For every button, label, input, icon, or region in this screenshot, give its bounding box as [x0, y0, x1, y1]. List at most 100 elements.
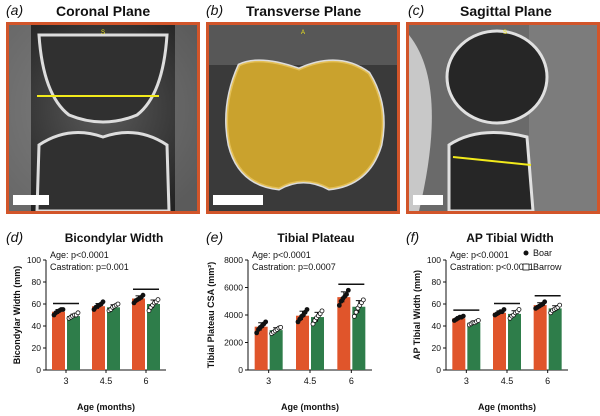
x-tick-label: 4.5: [304, 376, 317, 386]
x-tick-label: 3: [464, 376, 469, 386]
legend-label: Barrow: [533, 262, 562, 272]
panel-a-letter: (a): [6, 2, 24, 18]
panel-c-letter: (c): [408, 2, 425, 18]
y-tick-label: 0: [36, 365, 41, 375]
bar-boar: [452, 318, 466, 370]
bar-boar: [132, 298, 145, 370]
y-tick-label: 20: [32, 343, 42, 353]
data-point-barrow: [75, 310, 81, 316]
bar-barrow: [269, 330, 283, 370]
data-point-boar: [100, 299, 106, 305]
transverse-mri-image: A: [206, 22, 400, 214]
data-point-barrow: [557, 302, 563, 308]
y-tick-label: 40: [32, 321, 42, 331]
bar-barrow: [311, 317, 324, 370]
stats-text: Age: p<0.0001: [450, 250, 509, 260]
tibial-plateau-overlay: [226, 60, 384, 190]
y-tick-label: 0: [436, 365, 441, 375]
bar-boar: [337, 297, 351, 370]
data-point-barrow: [353, 309, 359, 315]
scale-bar: [213, 195, 263, 205]
stats-text: Age: p<0.0001: [50, 250, 109, 260]
x-tick-label: 6: [143, 376, 148, 386]
bar-boar: [533, 305, 547, 370]
y-tick-label: 0: [238, 365, 243, 375]
data-point-barrow: [475, 318, 481, 323]
orientation-marker: S: [101, 30, 105, 36]
x-axis-label: Age (months): [77, 402, 135, 412]
legend-marker-barrow: [522, 263, 530, 271]
bar-boar: [296, 315, 309, 370]
y-tick-label: 2000: [224, 338, 243, 348]
y-tick-label: 6000: [224, 283, 243, 293]
bar-barrow: [508, 313, 521, 370]
sagittal-mri-image: S: [406, 22, 600, 214]
y-tick-label: 100: [427, 255, 441, 265]
x-axis-label: Age (months): [281, 402, 339, 412]
bar-barrow: [352, 306, 366, 370]
data-point-boar: [345, 287, 351, 293]
y-tick-label: 80: [32, 277, 42, 287]
chart-letter: (e): [206, 229, 223, 245]
bar-boar: [254, 326, 268, 370]
data-point-boar: [542, 299, 548, 305]
orientation-marker: A: [301, 30, 305, 36]
data-point-boar: [304, 307, 310, 312]
chart-letter: (d): [6, 229, 23, 245]
bar-barrow: [548, 308, 562, 370]
x-tick-label: 6: [545, 376, 550, 386]
stats-text: Castration: p<0.0001: [450, 262, 534, 272]
y-tick-label: 40: [432, 321, 442, 331]
y-tick-label: 100: [27, 255, 41, 265]
data-point-boar: [501, 307, 507, 312]
scale-bar: [13, 195, 49, 205]
panel-b-title: Transverse Plane: [246, 3, 362, 19]
y-tick-label: 8000: [224, 255, 243, 265]
y-tick-label: 60: [432, 299, 442, 309]
x-tick-label: 4.5: [501, 376, 514, 386]
data-point-boar: [140, 292, 146, 298]
x-tick-label: 4.5: [100, 376, 113, 386]
data-point-barrow: [155, 297, 161, 302]
bar-barrow: [67, 316, 80, 370]
chart-title: AP Tibial Width: [466, 231, 553, 245]
chart-letter: (f): [406, 229, 419, 245]
legend-label: Boar: [533, 248, 552, 258]
panel-b-letter: (b): [206, 2, 224, 18]
x-tick-label: 6: [349, 376, 354, 386]
data-point-barrow: [319, 308, 325, 314]
stats-text: Age: p<0.0001: [252, 250, 311, 260]
data-point-barrow: [278, 324, 284, 330]
x-tick-label: 3: [63, 376, 68, 386]
bar-boar: [92, 306, 105, 370]
coronal-mri-image: S: [6, 22, 200, 214]
y-axis-label: Bicondylar Width (mm): [12, 266, 22, 364]
data-point-boar: [60, 307, 66, 312]
x-tick-label: 3: [266, 376, 271, 386]
panel-a-title: Coronal Plane: [56, 3, 151, 19]
panel-c-title: Sagittal Plane: [460, 3, 552, 19]
bar-boar: [493, 312, 506, 370]
data-point-boar: [263, 319, 269, 325]
x-axis-label: Age (months): [478, 402, 536, 412]
y-tick-label: 4000: [224, 310, 243, 320]
bar-boar: [52, 311, 65, 370]
scale-bar: [413, 195, 443, 205]
charts-area: (d) Bicondylar Width020406080100Bicondyla…: [6, 229, 568, 412]
data-point-barrow: [516, 307, 522, 312]
y-axis-label: AP Tibial Width (mm): [412, 270, 422, 360]
y-tick-label: 20: [432, 343, 442, 353]
stats-text: Castration: p=0.0007: [252, 262, 336, 272]
chart-title: Tibial Plateau: [277, 231, 354, 245]
bar-barrow: [107, 307, 120, 370]
data-point-barrow: [351, 313, 357, 319]
data-point-boar: [344, 291, 349, 297]
y-axis-label: Tibial Plateau CSA (mm²): [206, 262, 216, 369]
orientation-marker: S: [503, 30, 507, 36]
data-point-boar: [460, 313, 466, 319]
y-tick-label: 60: [32, 299, 42, 309]
legend-marker-boar: [523, 250, 529, 256]
data-point-boar: [336, 302, 342, 308]
data-point-barrow: [360, 297, 366, 303]
measurement-line: [452, 156, 532, 166]
